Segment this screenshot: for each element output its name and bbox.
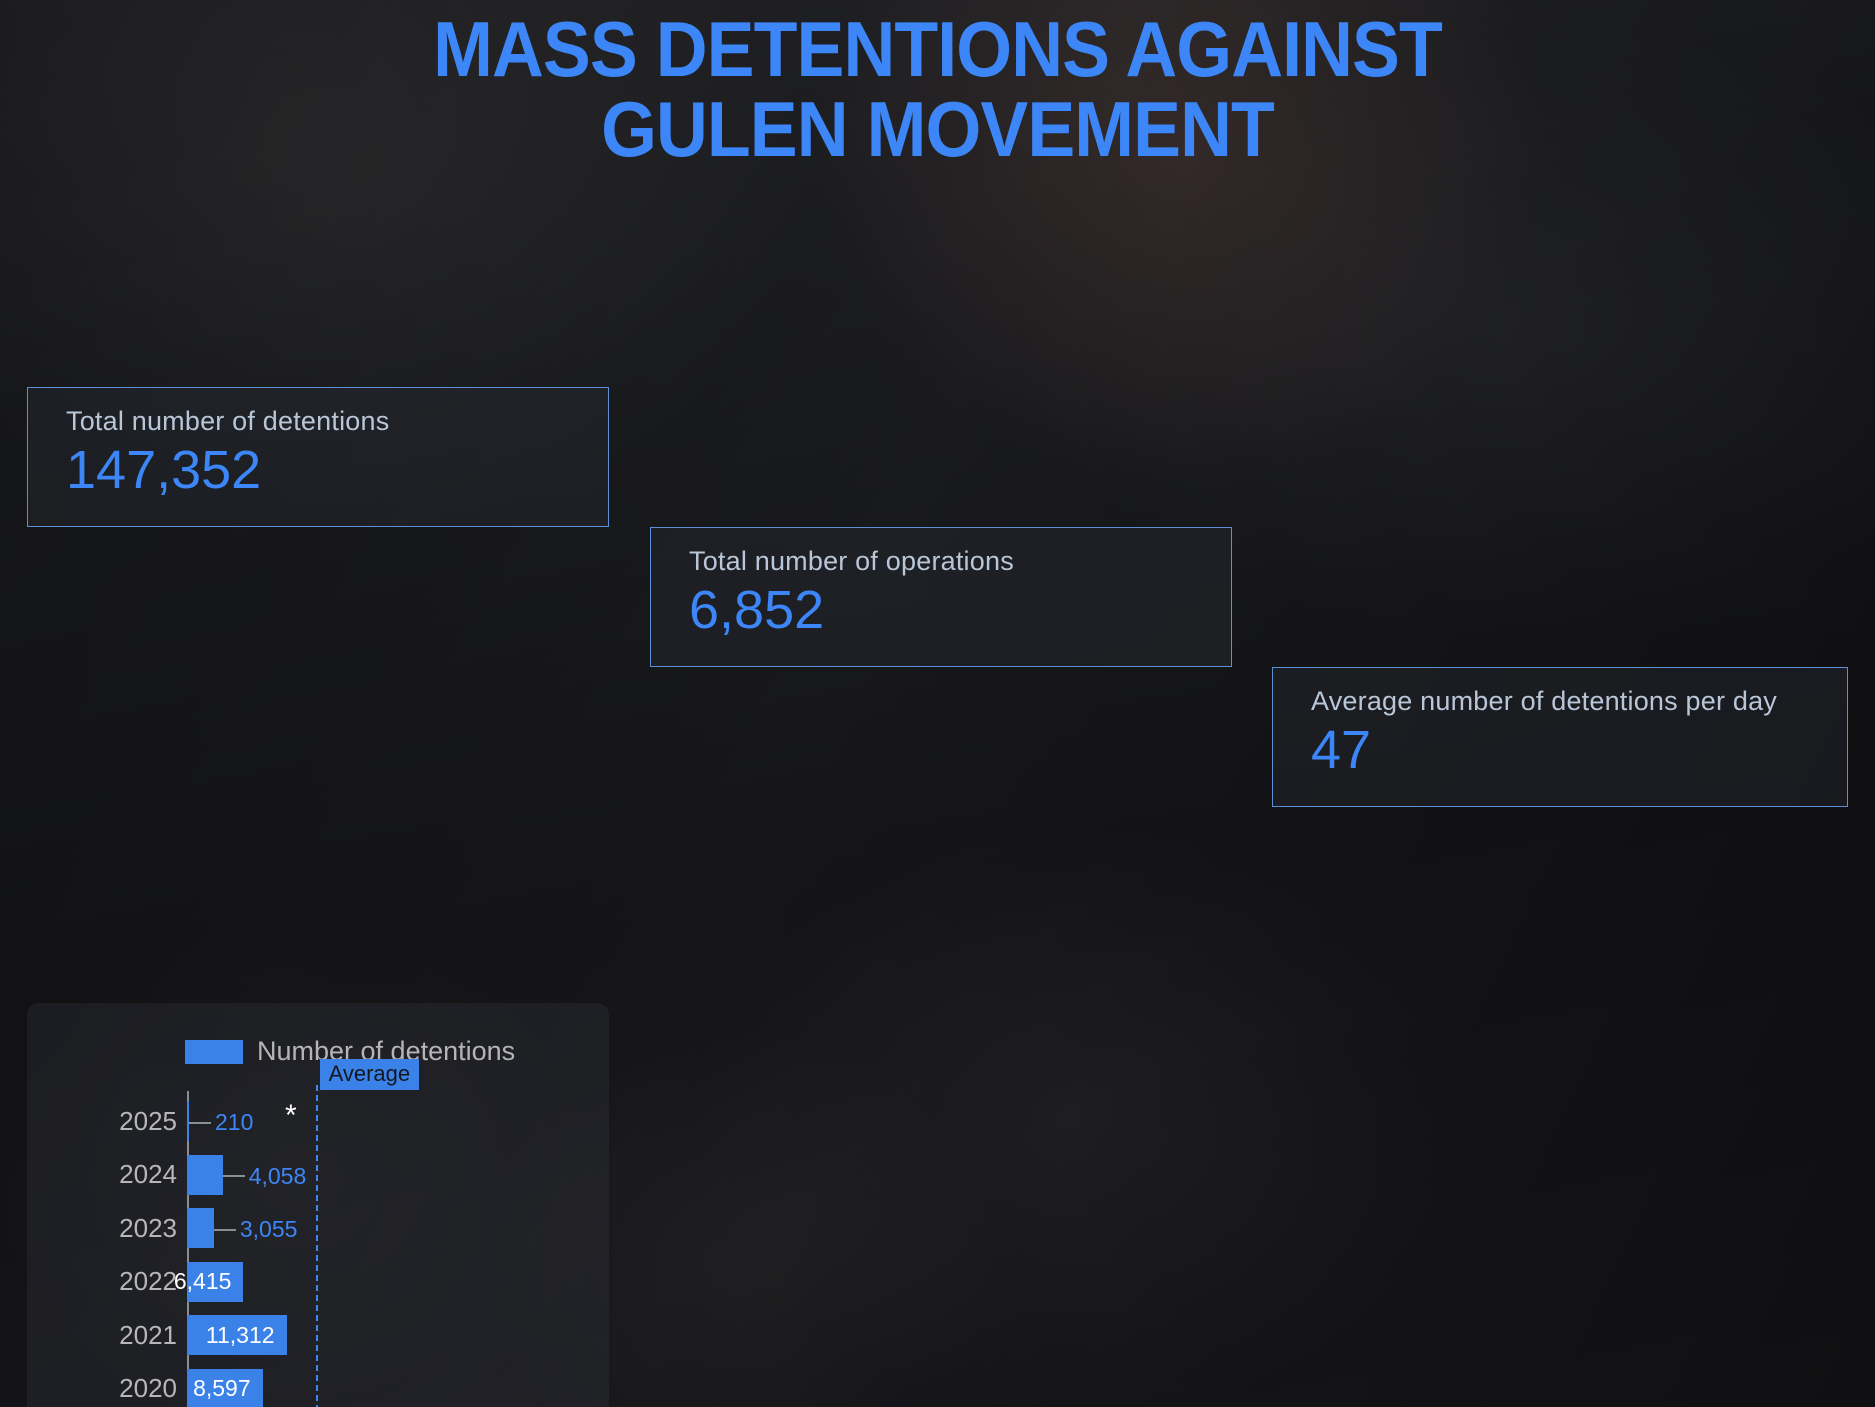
bar[interactable]: 11,312	[187, 1315, 287, 1356]
bar-value-callout: 3,055	[213, 1216, 298, 1243]
bar[interactable]: 8,597	[187, 1368, 263, 1407]
bar-category-label: 2023	[119, 1212, 177, 1243]
bar-chart-row: 2023 3,055	[27, 1202, 609, 1254]
bar-value-label: 11,312	[205, 1321, 275, 1348]
bar-chart-row: 2025 210	[27, 1095, 609, 1147]
asterisk-annotation: *	[285, 1099, 297, 1133]
bar-chart-row: 2021 11,312	[27, 1309, 609, 1361]
kpi-card-total-operations: Total number of operations 6,852	[650, 527, 1232, 668]
bar-chart-row: 2020 8,597	[27, 1363, 609, 1407]
bar-chart-plot-area: 2025 210 2024 4,058 2023 3,055 2022 6,415 2021 11…	[27, 1059, 609, 1407]
callout-leader-line	[213, 1228, 236, 1231]
callout-leader-line	[222, 1175, 245, 1178]
bar[interactable]	[187, 1208, 214, 1249]
kpi-value: 6,852	[689, 580, 825, 641]
bar-category-label: 2022	[119, 1266, 177, 1297]
bar-value-label: 3,055	[239, 1216, 298, 1243]
bar-chart-panel: Number of detentions 2025 210 2024 4,058 202…	[27, 1003, 609, 1407]
kpi-label: Total number of operations	[689, 546, 1014, 577]
bar-value-label: 6,415	[173, 1268, 232, 1295]
bar-value-callout: 210	[189, 1109, 253, 1136]
kpi-card-average-per-day: Average number of detentions per day 47	[1272, 667, 1848, 808]
kpi-label: Average number of detentions per day	[1311, 686, 1778, 717]
bar-chart-row: 2024 4,058	[27, 1149, 609, 1201]
bar-value-label: 4,058	[248, 1162, 307, 1189]
bar-category-label: 2024	[119, 1159, 177, 1190]
bar[interactable]	[187, 1154, 223, 1195]
bar-value-callout: 4,058	[222, 1162, 307, 1190]
bar-category-label: 2020	[119, 1373, 177, 1404]
kpi-label: Total number of detentions	[66, 406, 390, 437]
kpi-value: 47	[1311, 720, 1372, 781]
callout-leader-line	[189, 1121, 211, 1124]
bar-value-label: 8,597	[193, 1375, 251, 1402]
page-title: MASS DETENTIONS AGAINST GULEN MOVEMENT	[75, 5, 1800, 173]
bar-category-label: 2025	[119, 1105, 177, 1136]
kpi-value: 147,352	[66, 440, 262, 501]
average-badge: Average	[319, 1059, 420, 1091]
bar-chart-y-axis	[187, 1091, 189, 1407]
bar[interactable]: 6,415	[174, 1261, 244, 1302]
bar-chart-legend: Number of detentions	[185, 1036, 515, 1067]
page-title-line-1: MASS DETENTIONS AGAINST	[433, 5, 1443, 93]
bar[interactable]	[187, 1101, 189, 1142]
average-reference-line	[315, 1085, 318, 1407]
kpi-card-total-detentions: Total number of detentions 147,352	[27, 387, 609, 528]
page-title-line-2: GULEN MOVEMENT	[601, 84, 1275, 173]
bar-category-label: 2021	[119, 1319, 177, 1350]
legend-swatch-icon	[185, 1039, 243, 1064]
bar-chart-row: 2022 6,415	[27, 1256, 609, 1308]
bar-value-label: 210	[215, 1109, 254, 1136]
